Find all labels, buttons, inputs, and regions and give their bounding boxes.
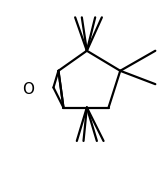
Text: O: O xyxy=(22,82,34,97)
